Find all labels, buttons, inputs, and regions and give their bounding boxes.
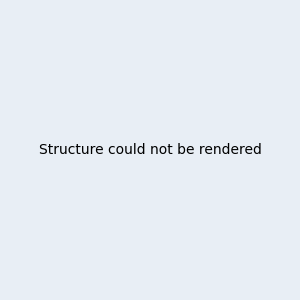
Text: Structure could not be rendered: Structure could not be rendered xyxy=(39,143,261,157)
